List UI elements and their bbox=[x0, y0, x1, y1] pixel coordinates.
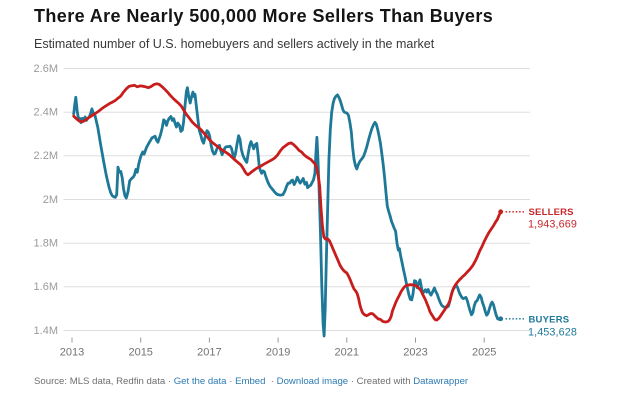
svg-text:2019: 2019 bbox=[266, 347, 290, 359]
svg-text:1.4M: 1.4M bbox=[34, 325, 58, 337]
svg-text:2021: 2021 bbox=[335, 347, 359, 359]
svg-text:2.2M: 2.2M bbox=[34, 150, 58, 162]
svg-text:SELLERS: SELLERS bbox=[529, 207, 574, 218]
svg-text:1,453,628: 1,453,628 bbox=[528, 327, 577, 339]
svg-text:2025: 2025 bbox=[472, 347, 496, 359]
svg-text:2.4M: 2.4M bbox=[34, 107, 58, 119]
svg-text:2M: 2M bbox=[43, 194, 58, 206]
svg-text:2.6M: 2.6M bbox=[34, 63, 58, 75]
svg-text:1,943,669: 1,943,669 bbox=[528, 219, 577, 231]
svg-text:2017: 2017 bbox=[197, 347, 221, 359]
svg-text:2013: 2013 bbox=[60, 347, 84, 359]
svg-text:1.8M: 1.8M bbox=[34, 238, 58, 250]
svg-text:1.6M: 1.6M bbox=[34, 281, 58, 293]
svg-text:2015: 2015 bbox=[128, 347, 152, 359]
svg-text:BUYERS: BUYERS bbox=[529, 315, 570, 326]
svg-text:2023: 2023 bbox=[403, 347, 427, 359]
